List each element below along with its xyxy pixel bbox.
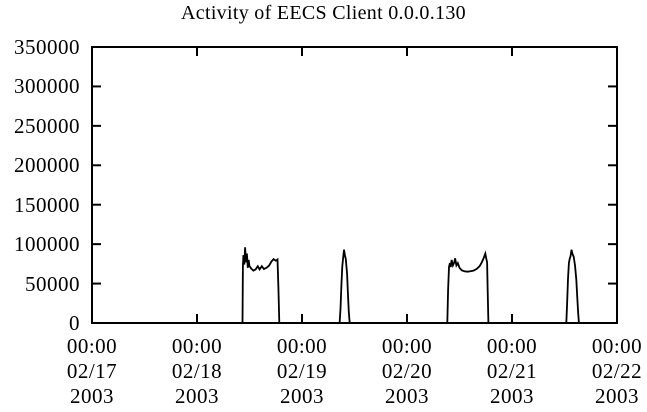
x-tick-label-line: 2003 [595, 384, 639, 408]
x-tick-label: 00:00 02/18 2003 [149, 334, 245, 409]
x-tick-label: 00:00 02/19 2003 [254, 334, 350, 409]
x-tick-label: 00:00 02/21 2003 [464, 334, 560, 409]
y-tick-label: 0 [69, 311, 80, 335]
x-tick-label-line: 00:00 [66, 334, 118, 358]
x-tick-label-line: 00:00 [171, 334, 223, 358]
x-tick-label-line: 00:00 [486, 334, 538, 358]
x-tick-label-line: 2003 [490, 384, 534, 408]
y-tick-label: 350000 [14, 35, 80, 59]
x-tick-label: 00:00 02/22 2003 [569, 334, 647, 409]
x-tick-label-line: 00:00 [276, 334, 328, 358]
plot-border [91, 46, 618, 324]
x-tick-label-line: 02/20 [381, 359, 433, 383]
y-tick-label: 150000 [14, 192, 80, 217]
x-tick-label-line: 00:00 [591, 334, 643, 358]
y-tick-label: 300000 [14, 74, 80, 99]
x-tick-label-line: 2003 [175, 384, 219, 408]
chart-title: Activity of EECS Client 0.0.0.130 [181, 2, 466, 24]
x-tick-label-line: 02/18 [171, 359, 223, 383]
y-tick-label: 200000 [14, 153, 80, 178]
y-tick-label: 50000 [25, 271, 80, 296]
x-tick-label-line: 00:00 [381, 334, 433, 358]
y-tick-label: 250000 [14, 113, 80, 138]
x-tick-label-line: 2003 [280, 384, 324, 408]
x-tick-label-line: 02/21 [486, 359, 538, 383]
y-tick-label: 100000 [14, 232, 80, 257]
x-tick-label-line: 2003 [70, 384, 114, 408]
x-tick-label-line: 2003 [385, 384, 429, 408]
x-tick-label: 00:00 02/17 2003 [44, 334, 140, 409]
x-tick-label: 00:00 02/20 2003 [359, 334, 455, 409]
x-tick-label-line: 02/17 [66, 359, 118, 383]
x-tick-label-line: 02/19 [276, 359, 328, 383]
x-tick-label-line: 02/22 [591, 359, 643, 383]
series-line [241, 247, 580, 324]
